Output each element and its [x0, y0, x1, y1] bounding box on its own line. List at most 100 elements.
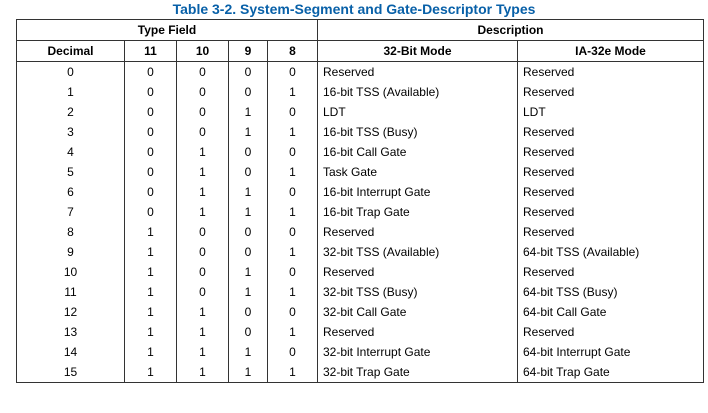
- 32bit-mode-cell: 32-bit TSS (Busy): [317, 282, 518, 302]
- bit-11-cell: 1: [124, 322, 177, 342]
- bit-9-cell: 0: [228, 142, 268, 162]
- 32bit-mode-cell: 32-bit TSS (Available): [317, 242, 518, 262]
- bit-9-cell: 1: [228, 282, 268, 302]
- bit-11-cell: 0: [124, 182, 177, 202]
- decimal-cell: 0: [16, 61, 125, 82]
- table-row: 5 0 1 0 1 Task Gate Reserved: [16, 162, 705, 182]
- decimal-cell: 4: [16, 142, 125, 162]
- bit-11-cell: 1: [124, 342, 177, 362]
- 32bit-mode-cell: 16-bit Trap Gate: [317, 202, 518, 222]
- decimal-cell: 2: [16, 102, 125, 122]
- bit-8-cell: 0: [267, 342, 318, 362]
- bit-9-cell: 0: [228, 242, 268, 262]
- bit-8-cell: 0: [267, 302, 318, 322]
- 32bit-mode-cell: 16-bit TSS (Busy): [317, 122, 518, 142]
- decimal-cell: 9: [16, 242, 125, 262]
- decimal-cell: 5: [16, 162, 125, 182]
- bit-8-cell: 0: [267, 182, 318, 202]
- table-row: 11 1 0 1 1 32-bit TSS (Busy) 64-bit TSS (Busy): [16, 282, 705, 302]
- decimal-column-header: Decimal: [16, 40, 125, 62]
- bit-8-cell: 1: [267, 202, 318, 222]
- bit-9-cell: 1: [228, 122, 268, 142]
- decimal-cell: 15: [16, 362, 125, 383]
- type-field-header: Type Field: [16, 19, 318, 41]
- bit-10-cell: 0: [176, 102, 229, 122]
- ia32e-mode-cell: Reserved: [516, 182, 705, 202]
- header-group-row: Type Field Description: [16, 19, 705, 41]
- bit-10-cell: 1: [176, 162, 229, 182]
- table-row: 6 0 1 1 0 16-bit Interrupt Gate Reserved: [16, 182, 705, 202]
- bit-11-cell: 0: [124, 162, 177, 182]
- bit-8-cell: 0: [267, 222, 318, 242]
- bit-10-cell: 1: [176, 182, 229, 202]
- bit-11-column-header: 11: [124, 40, 177, 62]
- bit-8-cell: 1: [267, 82, 318, 102]
- bit-8-cell: 0: [267, 61, 318, 82]
- table-row: 14 1 1 1 0 32-bit Interrupt Gate 64-bit Interr…: [16, 342, 705, 362]
- bit-11-cell: 1: [124, 242, 177, 262]
- bit-9-cell: 0: [228, 162, 268, 182]
- bit-9-cell: 0: [228, 82, 268, 102]
- ia32e-mode-cell: Reserved: [516, 162, 705, 182]
- decimal-cell: 7: [16, 202, 125, 222]
- bit-9-cell: 1: [228, 262, 268, 282]
- decimal-cell: 6: [16, 182, 125, 202]
- ia32e-mode-cell: 64-bit Call Gate: [516, 302, 705, 322]
- bit-11-cell: 1: [124, 282, 177, 302]
- bit-8-cell: 0: [267, 142, 318, 162]
- bit-11-cell: 0: [124, 102, 177, 122]
- bit-10-cell: 0: [176, 282, 229, 302]
- 32bit-mode-cell: 16-bit TSS (Available): [317, 82, 518, 102]
- table-row: 0 0 0 0 0 Reserved Reserved: [16, 61, 705, 82]
- 32bit-mode-cell: 16-bit Call Gate: [317, 142, 518, 162]
- bit-10-cell: 0: [176, 61, 229, 82]
- bit-11-cell: 1: [124, 262, 177, 282]
- ia32e-mode-cell: 64-bit Trap Gate: [516, 362, 705, 383]
- bit-8-cell: 1: [267, 162, 318, 182]
- 32bit-mode-cell: 32-bit Interrupt Gate: [317, 342, 518, 362]
- bit-10-cell: 0: [176, 222, 229, 242]
- decimal-cell: 14: [16, 342, 125, 362]
- bit-8-cell: 1: [267, 242, 318, 262]
- bit-9-cell: 0: [228, 322, 268, 342]
- decimal-cell: 13: [16, 322, 125, 342]
- bit-8-cell: 1: [267, 362, 318, 383]
- ia32e-mode-cell: 64-bit TSS (Busy): [516, 282, 705, 302]
- 32bit-mode-cell: Task Gate: [317, 162, 518, 182]
- table-row: 13 1 1 0 1 Reserved Reserved: [16, 322, 705, 342]
- bit-8-cell: 1: [267, 122, 318, 142]
- bit-9-cell: 1: [228, 102, 268, 122]
- bit-8-column-header: 8: [267, 40, 318, 62]
- bit-9-column-header: 9: [228, 40, 268, 62]
- bit-9-cell: 1: [228, 202, 268, 222]
- descriptor-types-table: Type Field Description Decimal 11 10 9 8…: [16, 19, 705, 383]
- ia32e-mode-cell: Reserved: [516, 322, 705, 342]
- ia32e-mode-cell: Reserved: [516, 142, 705, 162]
- table-row: 9 1 0 0 1 32-bit TSS (Available) 64-bit TSS (A…: [16, 242, 705, 262]
- bit-8-cell: 1: [267, 322, 318, 342]
- 32bit-mode-cell: 32-bit Call Gate: [317, 302, 518, 322]
- bit-9-cell: 1: [228, 362, 268, 383]
- table-row: 10 1 0 1 0 Reserved Reserved: [16, 262, 705, 282]
- bit-10-cell: 0: [176, 122, 229, 142]
- table-caption: Table 3-2. System-Segment and Gate-Descr…: [172, 1, 536, 17]
- 32bit-mode-cell: Reserved: [317, 322, 518, 342]
- bit-8-cell: 0: [267, 262, 318, 282]
- ia32e-mode-cell: Reserved: [516, 262, 705, 282]
- decimal-cell: 3: [16, 122, 125, 142]
- table-row: 15 1 1 1 1 32-bit Trap Gate 64-bit Trap Gate: [16, 362, 705, 383]
- 32bit-mode-cell: Reserved: [317, 222, 518, 242]
- bit-11-cell: 0: [124, 61, 177, 82]
- bit-10-cell: 1: [176, 142, 229, 162]
- bit-10-cell: 0: [176, 262, 229, 282]
- bit-10-column-header: 10: [176, 40, 229, 62]
- bit-10-cell: 1: [176, 302, 229, 322]
- 32bit-mode-cell: 16-bit Interrupt Gate: [317, 182, 518, 202]
- bit-10-cell: 0: [176, 82, 229, 102]
- table-row: 2 0 0 1 0 LDT LDT: [16, 102, 705, 122]
- bit-10-cell: 1: [176, 322, 229, 342]
- bit-10-cell: 1: [176, 202, 229, 222]
- ia32e-mode-column-header: IA-32e Mode: [516, 40, 705, 62]
- header-column-row: Decimal 11 10 9 8 32-Bit Mode IA-32e Mod…: [16, 40, 705, 62]
- table-row: 3 0 0 1 1 16-bit TSS (Busy) Reserved: [16, 122, 705, 142]
